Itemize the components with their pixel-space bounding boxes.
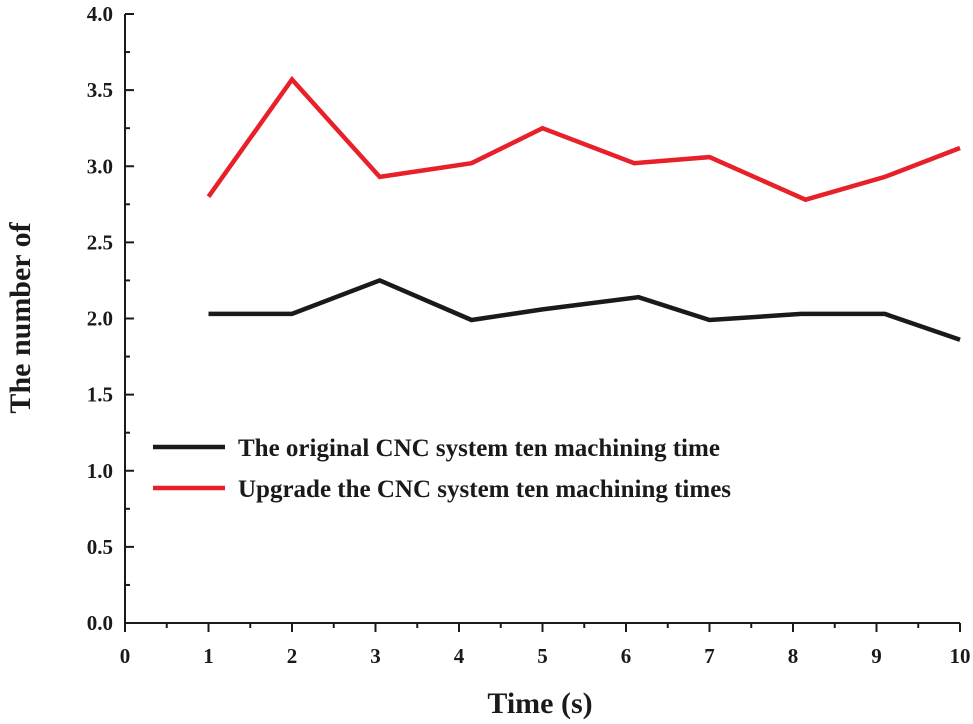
- series-line-upgrade: [206, 75, 961, 203]
- x-tick-label: 6: [621, 644, 632, 668]
- x-tick-label: 4: [454, 644, 465, 668]
- axes: 0.0 0.5 1.0 1.5 2.0 2.5 3.0 3.5 4.0 0 1 2 3 4 5 6 7 8 9 10: [87, 2, 971, 668]
- x-tick-label: 8: [788, 644, 799, 668]
- y-tick-label: 2.0: [87, 307, 113, 331]
- x-tick-label: 7: [704, 644, 715, 668]
- y-tick-label: 3.0: [87, 154, 113, 178]
- series-line-original: [208, 277, 961, 342]
- legend: The original CNC system ten machining ti…: [153, 435, 731, 503]
- legend-label: The original CNC system ten machining ti…: [238, 435, 720, 462]
- y-tick-label: 3.5: [87, 78, 113, 102]
- x-tick-label: 2: [287, 644, 298, 668]
- x-tick-label: 0: [120, 644, 131, 668]
- series-layer: [206, 75, 961, 342]
- x-axis-title: Time (s): [487, 687, 592, 720]
- y-tick-label: 1.5: [87, 383, 113, 407]
- y-tick-label: 4.0: [87, 2, 113, 26]
- x-tick-label: 9: [871, 644, 882, 668]
- x-tick-label: 5: [537, 644, 548, 668]
- x-tick-label: 3: [370, 644, 381, 668]
- y-tick-label: 0.5: [87, 535, 113, 559]
- y-tick-label: 0.0: [87, 611, 113, 635]
- legend-label: Upgrade the CNC system ten machining tim…: [238, 476, 731, 503]
- y-tick-label: 1.0: [87, 459, 113, 483]
- y-tick-label: 2.5: [87, 230, 113, 254]
- x-tick-label: 10: [950, 644, 971, 668]
- y-axis-title: The number of: [4, 221, 37, 413]
- x-tick-label: 1: [203, 644, 214, 668]
